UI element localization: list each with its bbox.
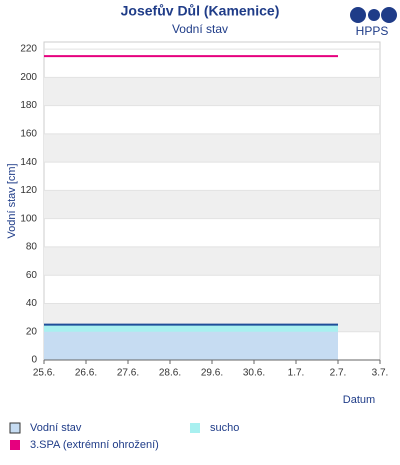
grid-band (44, 246, 380, 276)
grid-band (44, 190, 380, 219)
y-tick-label: 100 (20, 213, 37, 224)
y-tick-label: 200 (20, 72, 37, 83)
legend-swatch (10, 440, 20, 450)
chart-title: Josefův Důl (Kamenice) (121, 3, 280, 19)
legend-swatch (190, 423, 200, 433)
y-tick-label: 60 (26, 270, 38, 281)
y-tick-label: 220 (20, 44, 37, 55)
y-tick-label: 140 (20, 157, 37, 168)
y-tick-label: 180 (20, 100, 37, 111)
legend-label: sucho (210, 422, 239, 434)
legend-swatch (9, 422, 21, 434)
y-tick-label: 160 (20, 129, 37, 140)
y-axis-label: Vodní stav [cm] (6, 163, 18, 238)
grid-band (44, 133, 380, 163)
x-tick-label: 28.6. (159, 368, 181, 379)
x-tick-label: 2.7. (330, 368, 347, 379)
x-tick-label: 1.7. (288, 368, 305, 379)
drought-band (44, 324, 338, 332)
water-area (44, 324, 338, 360)
x-tick-label: 25.6. (33, 368, 55, 379)
chart-subtitle: Vodní stav (172, 22, 228, 36)
y-tick-label: 40 (26, 298, 38, 309)
x-tick-label: 3.7. (372, 368, 389, 379)
grid-band (44, 77, 380, 106)
logo: HPPS (350, 7, 397, 38)
y-tick-label: 80 (26, 242, 38, 253)
x-axis-label: Datum (343, 394, 375, 406)
x-tick-label: 27.6. (117, 368, 139, 379)
legend-label: Vodní stav (30, 422, 82, 434)
x-tick-label: 26.6. (75, 368, 97, 379)
y-tick-label: 20 (26, 326, 38, 337)
logo-text: HPPS (356, 24, 389, 38)
x-tick-label: 30.6. (243, 368, 265, 379)
y-tick-label: 120 (20, 185, 37, 196)
x-tick-label: 29.6. (201, 368, 223, 379)
y-tick-label: 0 (31, 355, 37, 366)
legend-label: 3.SPA (extrémní ohrožení) (30, 439, 159, 451)
